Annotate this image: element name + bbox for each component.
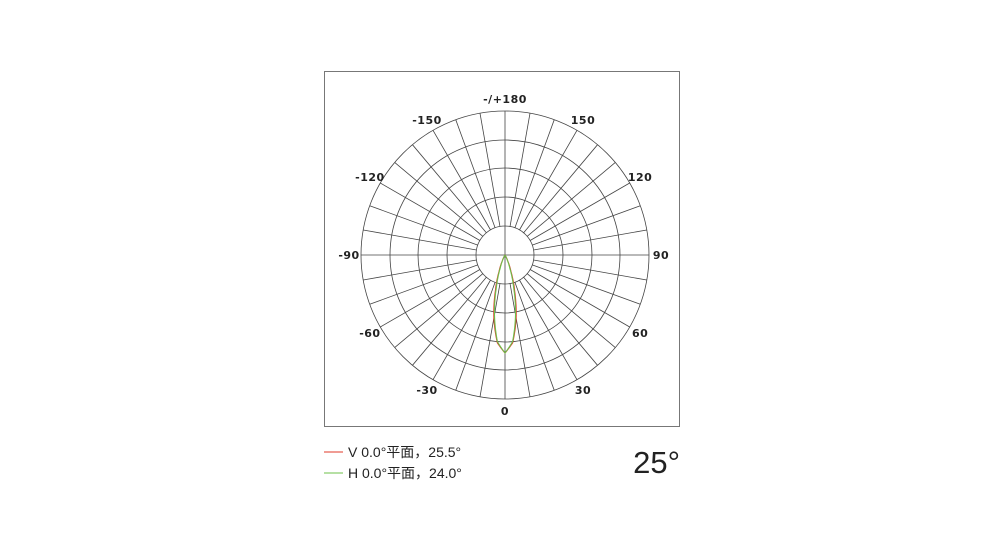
- grid-spoke: [432, 130, 491, 231]
- grid-spoke: [412, 144, 487, 234]
- legend-label-v: V 0.0°平面，25.5°: [348, 444, 461, 460]
- angle-label: 120: [628, 171, 652, 184]
- grid-spoke: [432, 279, 491, 380]
- grid-spoke: [369, 205, 478, 246]
- grid-spoke: [519, 279, 578, 380]
- angle-label: -60: [359, 327, 380, 340]
- grid-spoke: [455, 282, 496, 391]
- grid-spoke: [380, 269, 481, 328]
- grid-spoke: [509, 113, 531, 227]
- polar-grid: [360, 110, 650, 400]
- angle-label: -90: [338, 249, 359, 262]
- grid-spoke: [394, 273, 484, 348]
- grid-spoke: [514, 282, 555, 391]
- series-curve-1: [493, 254, 517, 354]
- grid-spoke: [529, 269, 630, 328]
- grid-spoke: [479, 113, 501, 227]
- angle-label: 0: [501, 405, 509, 418]
- grid-spoke: [394, 162, 484, 237]
- grid-spoke: [363, 229, 477, 251]
- angle-label: -30: [416, 384, 437, 397]
- grid-spoke: [532, 205, 641, 246]
- grid-spoke: [509, 283, 531, 397]
- grid-spoke: [519, 130, 578, 231]
- angle-label: 150: [571, 114, 595, 127]
- angle-label: -150: [412, 114, 442, 127]
- grid-spoke: [533, 259, 647, 281]
- legend-label-h: H 0.0°平面，24.0°: [348, 465, 462, 481]
- angle-label: 90: [653, 249, 669, 262]
- grid-spoke: [369, 264, 478, 305]
- grid-spoke: [526, 273, 616, 348]
- legend: V 0.0°平面，25.5° H 0.0°平面，24.0°: [324, 444, 462, 481]
- grid-spoke: [523, 144, 598, 234]
- grid-spoke: [479, 283, 501, 397]
- grid-spoke: [380, 182, 481, 241]
- angle-labels: 0 30 60 90 120 150 -/+180 -150 -120 -90 -60 -30: [338, 93, 669, 418]
- angle-label: 30: [575, 384, 591, 397]
- grid-spoke: [514, 119, 555, 228]
- grid-spoke: [455, 119, 496, 228]
- grid-spoke: [529, 182, 630, 241]
- angle-label: 60: [632, 327, 648, 340]
- grid-spoke: [532, 264, 641, 305]
- angle-label: -/+180: [483, 93, 527, 106]
- grid-spoke: [523, 276, 598, 366]
- chart-frame: [324, 71, 680, 427]
- grid-spoke: [526, 162, 616, 237]
- beam-angle-label: 25°: [633, 445, 680, 480]
- grid-spoke: [412, 276, 487, 366]
- curves: [493, 254, 517, 354]
- grid-spoke: [533, 229, 647, 251]
- grid-spoke: [363, 259, 477, 281]
- angle-label: -120: [355, 171, 385, 184]
